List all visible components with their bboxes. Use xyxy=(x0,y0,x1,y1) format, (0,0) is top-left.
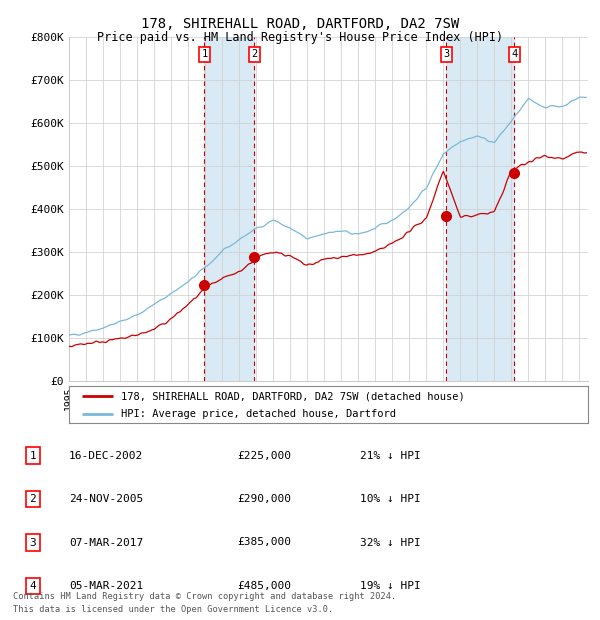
Text: £290,000: £290,000 xyxy=(237,494,291,504)
Text: 19% ↓ HPI: 19% ↓ HPI xyxy=(360,581,421,591)
Text: 10% ↓ HPI: 10% ↓ HPI xyxy=(360,494,421,504)
Text: 05-MAR-2021: 05-MAR-2021 xyxy=(69,581,143,591)
Text: 1: 1 xyxy=(29,451,37,461)
Text: 07-MAR-2017: 07-MAR-2017 xyxy=(69,538,143,547)
Text: HPI: Average price, detached house, Dartford: HPI: Average price, detached house, Dart… xyxy=(121,409,396,419)
Text: 24-NOV-2005: 24-NOV-2005 xyxy=(69,494,143,504)
Text: 1: 1 xyxy=(202,50,208,60)
Text: 3: 3 xyxy=(443,50,449,60)
Text: £385,000: £385,000 xyxy=(237,538,291,547)
Text: £485,000: £485,000 xyxy=(237,581,291,591)
Text: 4: 4 xyxy=(29,581,37,591)
Text: 32% ↓ HPI: 32% ↓ HPI xyxy=(360,538,421,547)
Text: 178, SHIREHALL ROAD, DARTFORD, DA2 7SW: 178, SHIREHALL ROAD, DARTFORD, DA2 7SW xyxy=(141,17,459,32)
Bar xyxy=(205,37,254,381)
Text: 178, SHIREHALL ROAD, DARTFORD, DA2 7SW (detached house): 178, SHIREHALL ROAD, DARTFORD, DA2 7SW (… xyxy=(121,391,464,401)
Text: £225,000: £225,000 xyxy=(237,451,291,461)
Bar xyxy=(446,37,514,381)
Text: 2: 2 xyxy=(251,50,257,60)
Text: 16-DEC-2002: 16-DEC-2002 xyxy=(69,451,143,461)
Text: Price paid vs. HM Land Registry's House Price Index (HPI): Price paid vs. HM Land Registry's House … xyxy=(97,31,503,44)
Text: Contains HM Land Registry data © Crown copyright and database right 2024.: Contains HM Land Registry data © Crown c… xyxy=(13,592,397,601)
Text: 3: 3 xyxy=(29,538,37,547)
Text: 4: 4 xyxy=(511,50,518,60)
Text: 2: 2 xyxy=(29,494,37,504)
Text: This data is licensed under the Open Government Licence v3.0.: This data is licensed under the Open Gov… xyxy=(13,604,334,614)
Text: 21% ↓ HPI: 21% ↓ HPI xyxy=(360,451,421,461)
